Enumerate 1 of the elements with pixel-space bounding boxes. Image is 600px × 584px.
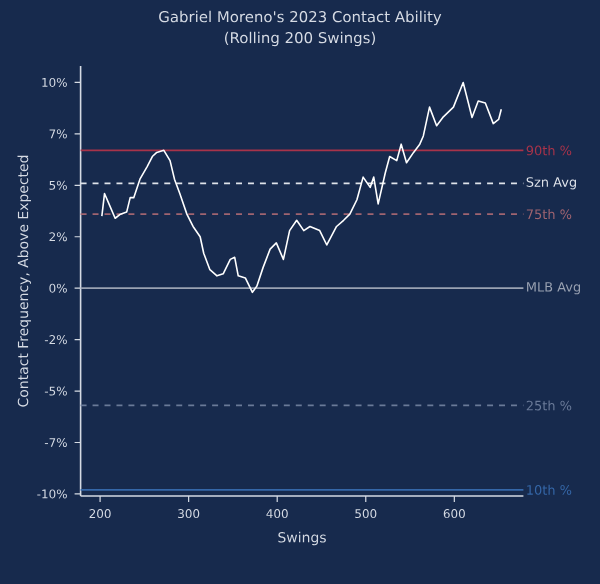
line-series — [101, 81, 503, 294]
